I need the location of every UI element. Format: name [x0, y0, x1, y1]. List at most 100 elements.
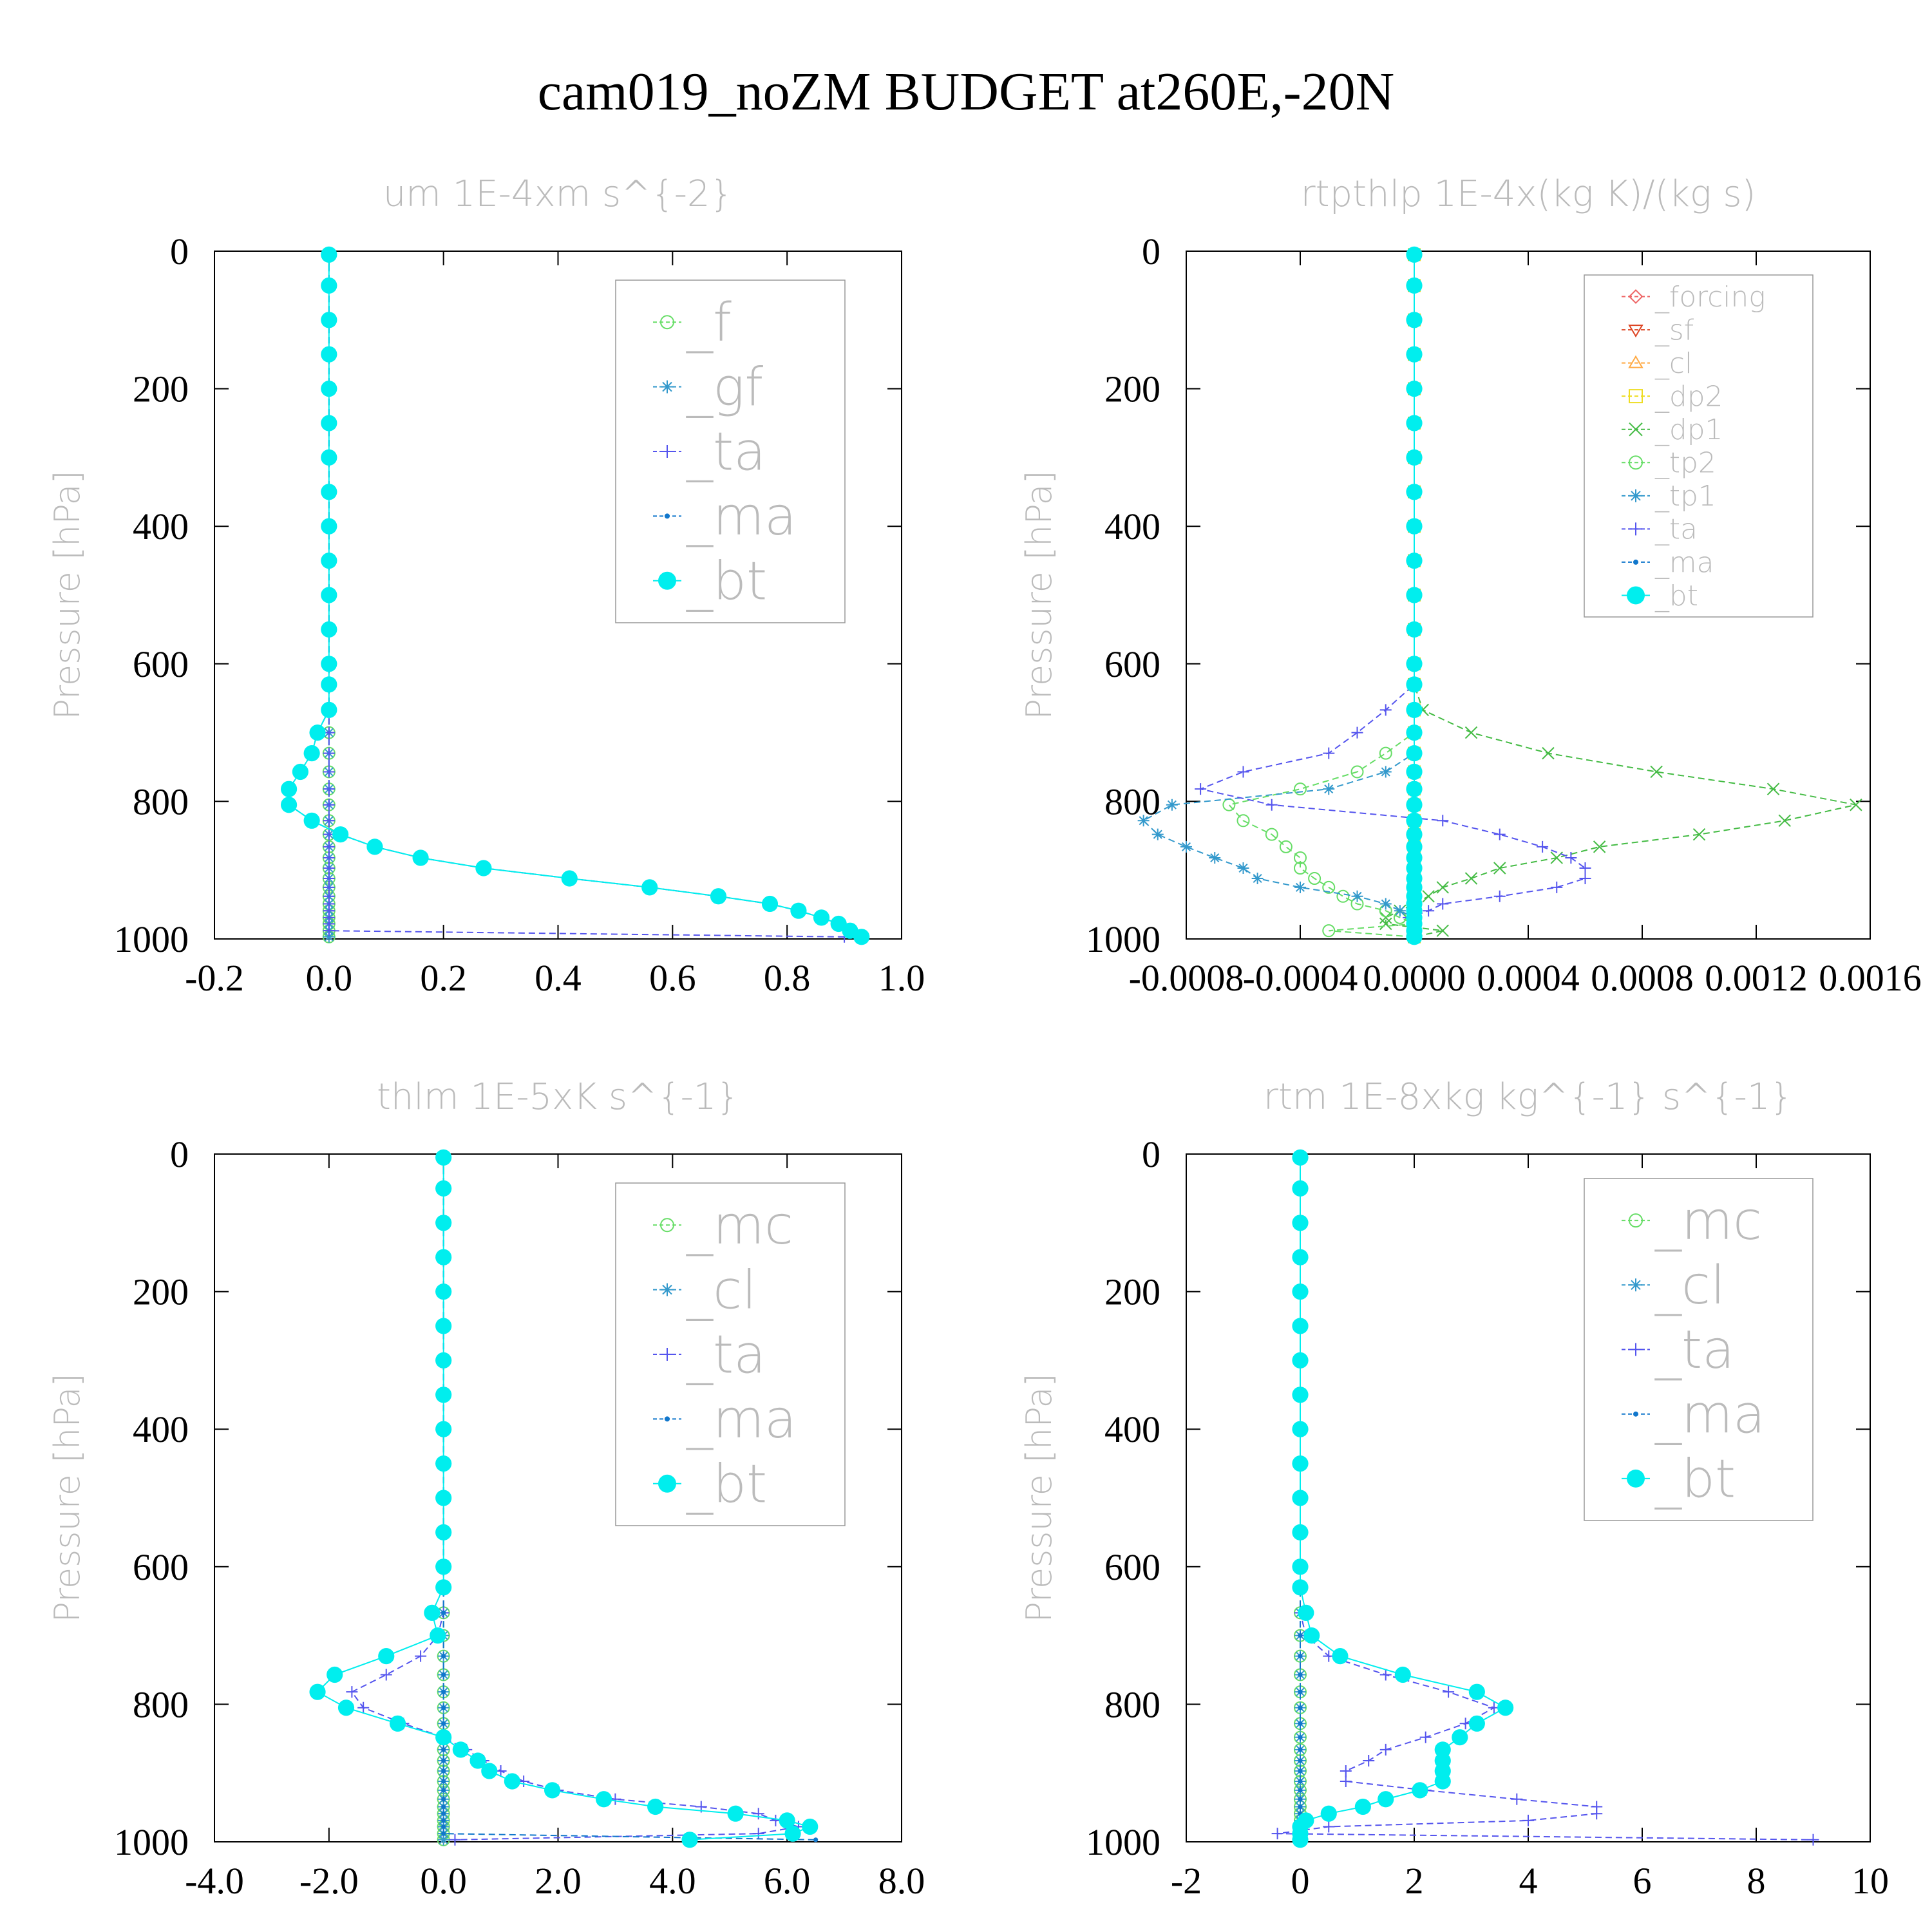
marker [321, 449, 337, 466]
marker [441, 1797, 446, 1802]
marker [323, 851, 335, 864]
legend-marker [1628, 355, 1643, 368]
x-tick-label: 4 [1519, 1860, 1538, 1902]
plot-frame [1186, 251, 1871, 940]
marker [1292, 1249, 1309, 1265]
marker [1322, 924, 1336, 938]
marker [435, 1524, 452, 1540]
marker [1237, 766, 1249, 778]
marker [1778, 814, 1791, 828]
x-tick-label: 6 [1633, 1860, 1652, 1902]
y-tick-label: 200 [133, 368, 189, 410]
x-tick-label: 8 [1747, 1860, 1766, 1902]
marker [1406, 656, 1423, 672]
marker [710, 888, 727, 905]
legend-label: _ma [1654, 1384, 1765, 1445]
legend-label: _ta [1654, 1320, 1734, 1381]
plot-frame [214, 1153, 902, 1842]
subplot-title: thlm 1E-5xK s^{-1} [377, 1076, 739, 1118]
marker [1292, 1524, 1309, 1540]
marker [813, 1837, 819, 1842]
marker [435, 1215, 452, 1231]
marker [1379, 917, 1392, 931]
marker [1379, 1743, 1392, 1756]
marker [441, 1689, 446, 1694]
legend-label: _cl [686, 1260, 757, 1321]
marker [1468, 1683, 1485, 1700]
marker [504, 1773, 520, 1790]
marker [1379, 704, 1392, 716]
marker [292, 763, 308, 781]
marker [366, 838, 383, 855]
marker [1378, 1791, 1394, 1808]
marker [1292, 1579, 1309, 1596]
marker [435, 1180, 452, 1197]
y-tick-label: 200 [133, 1271, 189, 1313]
y-tick-label: 400 [133, 1408, 189, 1450]
marker [1294, 851, 1307, 864]
marker [784, 1825, 801, 1842]
legend-box [615, 1182, 846, 1526]
x-tick-label: 0.0 [420, 1860, 467, 1902]
marker [1579, 873, 1591, 885]
marker [1437, 898, 1449, 910]
marker [1298, 1654, 1303, 1659]
legend-marker [1629, 389, 1643, 404]
marker [441, 1824, 446, 1830]
marker [1292, 1832, 1309, 1848]
marker [1298, 1705, 1303, 1710]
x-tick-label: 2.0 [535, 1860, 582, 1902]
marker [853, 929, 870, 945]
marker [1591, 1808, 1603, 1820]
legend-box [615, 279, 846, 623]
legend-label: _dp2 [1654, 381, 1723, 413]
legend-marker [1627, 1469, 1645, 1488]
marker [435, 1283, 452, 1300]
marker [435, 1558, 452, 1575]
marker [1322, 880, 1336, 894]
marker [321, 656, 337, 672]
marker [1298, 1672, 1303, 1678]
y-tick-label: 400 [1104, 506, 1160, 547]
marker [1406, 676, 1423, 693]
y-tick-label: 1000 [1086, 1821, 1160, 1863]
legend-marker [1629, 455, 1643, 470]
marker [1298, 1758, 1303, 1763]
marker [435, 1249, 452, 1265]
legend-marker [1629, 422, 1643, 437]
legend-label: _bt [1654, 1449, 1736, 1510]
marker [309, 724, 326, 741]
marker [441, 1768, 446, 1774]
marker [1537, 840, 1549, 853]
marker [596, 1791, 612, 1808]
marker [441, 1788, 446, 1793]
marker [1251, 873, 1264, 885]
marker [1406, 587, 1423, 603]
marker [1406, 701, 1423, 718]
marker [1406, 826, 1423, 843]
marker [1292, 1455, 1309, 1472]
y-tick-label: 200 [1104, 368, 1160, 410]
y-tick-label: 800 [1104, 1683, 1160, 1725]
marker [323, 931, 335, 943]
marker [1151, 828, 1164, 840]
x-tick-label: 0.4 [535, 957, 582, 999]
marker [441, 1747, 446, 1752]
marker [1379, 1669, 1392, 1681]
marker [1332, 1648, 1349, 1665]
marker [1298, 1788, 1303, 1793]
marker [441, 1779, 446, 1784]
y-tick-label: 0 [170, 231, 189, 272]
marker [321, 518, 337, 535]
marker [337, 1700, 355, 1716]
marker [321, 346, 337, 363]
x-tick-label: 0.2 [420, 957, 467, 999]
legend-label: _sf [1654, 314, 1694, 346]
y-tick-label: 800 [1104, 781, 1160, 822]
marker [1394, 1666, 1411, 1683]
marker [321, 553, 337, 569]
marker [1493, 862, 1506, 875]
x-tick-label: 0.0000 [1363, 957, 1466, 999]
marker [323, 747, 335, 759]
